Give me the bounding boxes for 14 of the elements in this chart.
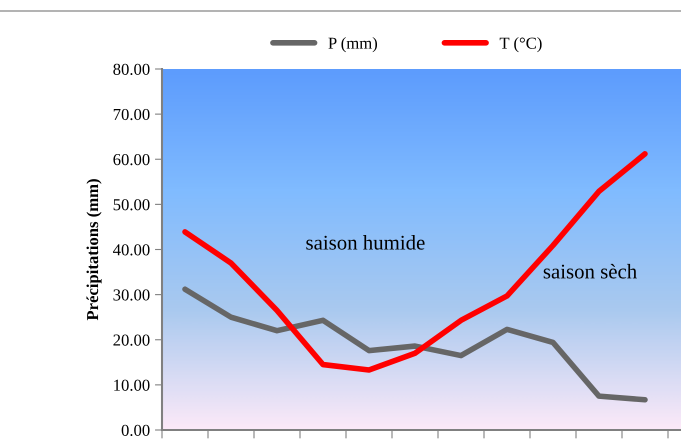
y-tick-label: 20.00 — [113, 334, 150, 346]
y-tick-label: 10.00 — [114, 380, 150, 391]
y-tick-label: 80.00 — [113, 64, 150, 76]
y-tick-label: 60.00 — [113, 154, 150, 166]
annotation: saison humide — [306, 235, 425, 250]
annotation: saison sèch — [544, 264, 637, 279]
y-tick-label: 30.00 — [113, 289, 150, 301]
y-axis-title: Précipitations (mm) — [86, 179, 102, 320]
legend-label: T (°C) — [500, 37, 542, 52]
y-tick-label: 70.00 — [114, 108, 150, 120]
y-tick-label: 40.00 — [113, 244, 150, 256]
y-tick-label: 0.00 — [122, 424, 150, 436]
legend-label: P (mm) — [328, 37, 378, 52]
y-tick-label: 50.00 — [114, 199, 150, 210]
